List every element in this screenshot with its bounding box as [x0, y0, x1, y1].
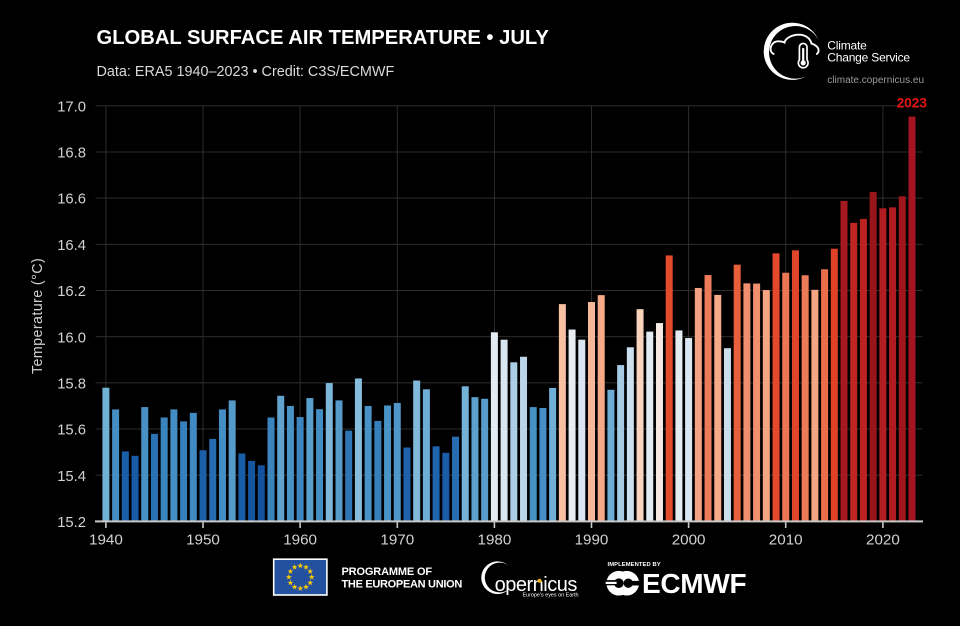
- svg-text:opernicus: opernicus: [495, 574, 578, 596]
- svg-text:Europe’s eyes on Earth: Europe’s eyes on Earth: [523, 592, 579, 598]
- svg-text:2020: 2020: [866, 531, 900, 548]
- svg-text:15.6: 15.6: [57, 423, 86, 439]
- svg-text:2000: 2000: [672, 531, 706, 548]
- svg-text:1980: 1980: [478, 531, 512, 548]
- svg-text:17.0: 17.0: [57, 99, 86, 115]
- svg-text:15.8: 15.8: [57, 376, 86, 392]
- svg-text:16.8: 16.8: [57, 146, 86, 162]
- svg-text:16.0: 16.0: [57, 330, 86, 346]
- svg-text:Climate: Climate: [827, 39, 867, 53]
- svg-text:15.2: 15.2: [57, 515, 86, 531]
- svg-text:1940: 1940: [89, 531, 123, 548]
- svg-text:climate.copernicus.eu: climate.copernicus.eu: [827, 75, 924, 86]
- svg-text:ECMWF: ECMWF: [642, 568, 746, 599]
- svg-text:1950: 1950: [186, 531, 220, 548]
- svg-text:Change Service: Change Service: [827, 50, 910, 64]
- svg-text:2023: 2023: [897, 96, 928, 111]
- svg-text:16.6: 16.6: [57, 192, 86, 208]
- svg-text:THE EUROPEAN UNION: THE EUROPEAN UNION: [342, 578, 463, 590]
- svg-text:2010: 2010: [769, 531, 803, 548]
- svg-text:16.4: 16.4: [57, 238, 86, 254]
- svg-text:1970: 1970: [380, 531, 414, 548]
- svg-text:1990: 1990: [575, 531, 609, 548]
- svg-text:Data: ERA5 1940–2023 • Credit:: Data: ERA5 1940–2023 • Credit: C3S/ECMWF: [97, 64, 395, 80]
- svg-text:1960: 1960: [283, 531, 317, 548]
- svg-text:PROGRAMME OF: PROGRAMME OF: [342, 566, 433, 578]
- svg-text:IMPLEMENTED BY: IMPLEMENTED BY: [608, 562, 661, 568]
- svg-text:Temperature (°C): Temperature (°C): [30, 258, 46, 374]
- svg-text:GLOBAL SURFACE AIR TEMPERATURE: GLOBAL SURFACE AIR TEMPERATURE • JULY: [97, 27, 550, 49]
- svg-text:16.2: 16.2: [57, 284, 86, 300]
- svg-text:15.4: 15.4: [57, 469, 86, 485]
